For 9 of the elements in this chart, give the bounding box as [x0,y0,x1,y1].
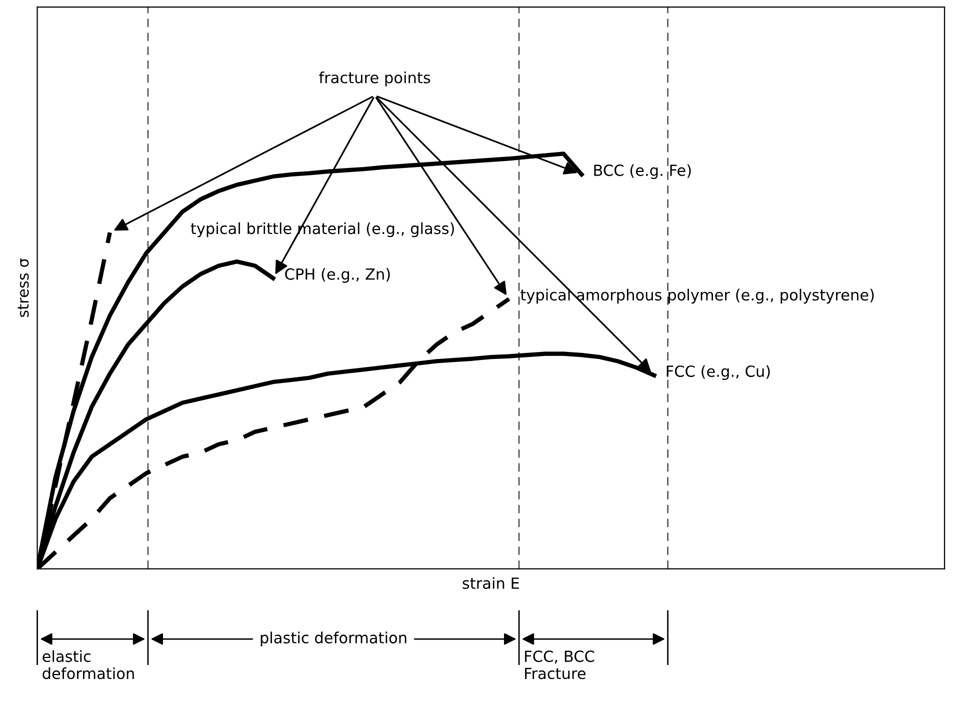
legend-label: CPH (e.g., Zn) [285,268,390,283]
y-axis-title: stress σ [18,258,29,317]
x-axis-title: strain E [462,577,519,589]
text: elastic deformation [42,650,134,680]
text: FCC, BCC Fracture [525,650,594,680]
legend-label: BCC (e.g. Fe) [594,164,691,180]
legend-label: typical amorphous polymer (e.g., polystyrene) [520,288,874,304]
text: plastic deformation [260,632,406,646]
text: fracture points [319,72,430,86]
